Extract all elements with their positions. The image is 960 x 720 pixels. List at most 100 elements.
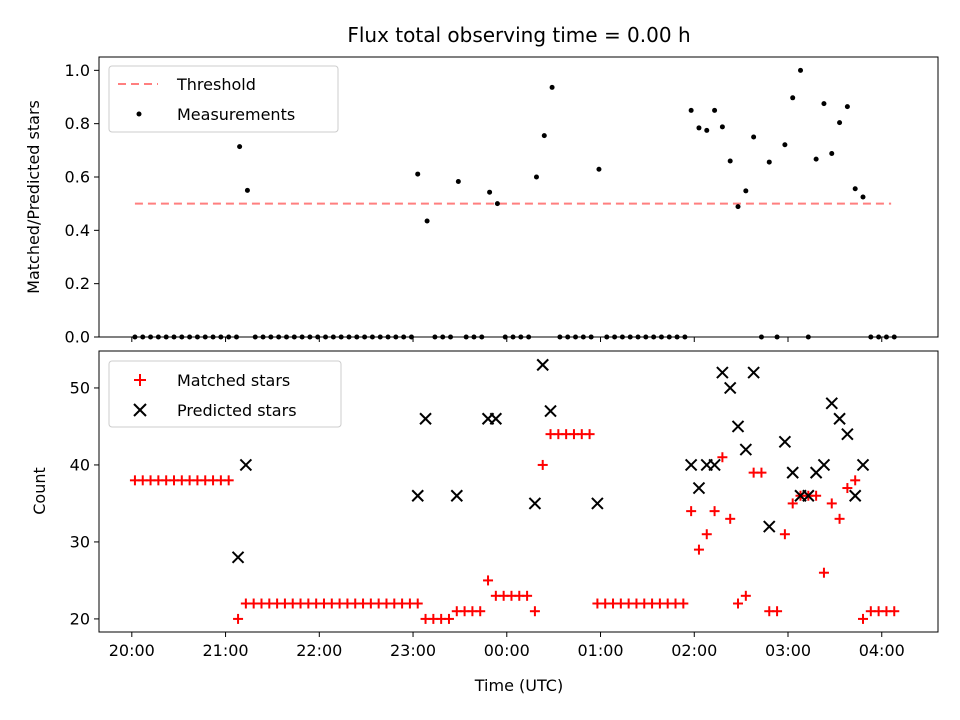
bottom-y-tick-label: 40: [70, 455, 90, 474]
matched-point: [756, 467, 767, 478]
matched-point: [834, 513, 845, 524]
measurement-point: [533, 174, 539, 180]
predicted-point: [817, 458, 831, 472]
predicted-point: [763, 520, 776, 533]
matched-point: [779, 529, 790, 540]
predicted-point: [802, 489, 815, 502]
matched-point: [858, 613, 869, 624]
top-y-tick-label: 0.8: [65, 114, 90, 133]
predicted-point: [411, 489, 424, 502]
top-chart-title: Flux total observing time = 0.00 h: [347, 23, 690, 47]
matched-point: [842, 483, 853, 494]
predicted-point: [747, 366, 760, 379]
predicted-point: [856, 458, 870, 472]
legend-threshold-label: Threshold: [176, 75, 256, 94]
bottom-legend: Matched stars Predicted stars: [108, 360, 342, 428]
predicted-point: [778, 435, 792, 449]
matched-point: [889, 606, 900, 617]
measurement-point: [844, 104, 850, 110]
matched-point: [475, 606, 486, 617]
predicted-point: [841, 427, 854, 441]
predicted-point: [231, 551, 245, 564]
predicted-point: [528, 497, 542, 510]
bottom-y-tick-label: 30: [70, 532, 90, 551]
measurement-point: [735, 204, 741, 210]
matched-point: [850, 475, 861, 486]
x-tick-label: 04:00: [859, 641, 905, 660]
matched-point: [233, 613, 244, 624]
x-tick-label: 03:00: [765, 641, 811, 660]
legend-predicted-label: Predicted stars: [177, 401, 297, 420]
bottom-axes-frame: [98, 350, 939, 633]
measurement-point: [719, 124, 725, 130]
matched-point: [772, 606, 783, 617]
x-tick-label: 21:00: [202, 641, 248, 660]
matched-point: [709, 506, 720, 517]
predicted-point: [684, 458, 698, 472]
measurement-point: [712, 107, 718, 113]
legend-matched-swatch: [134, 374, 146, 386]
predicted-point: [716, 366, 729, 379]
matched-point: [826, 498, 837, 509]
measurement-point: [487, 189, 493, 195]
top-y-tick-label: 0.4: [65, 221, 90, 240]
x-tick-label: 01:00: [577, 641, 623, 660]
matched-point: [678, 598, 689, 609]
matched-point: [693, 544, 704, 555]
measurement-point: [688, 107, 694, 113]
predicted-point: [833, 412, 846, 425]
top-y-tick-label: 0.6: [65, 168, 90, 187]
predicted-point: [536, 358, 549, 372]
measurement-point: [751, 134, 757, 140]
matched-point: [701, 529, 712, 540]
matched-point: [223, 475, 234, 486]
measurement-point: [237, 144, 243, 150]
top-axes-frame: [98, 56, 939, 338]
measurement-point: [727, 158, 733, 164]
measurement-point: [424, 218, 430, 224]
predicted-point: [419, 412, 432, 425]
x-tick-label: 00:00: [484, 641, 530, 660]
predicted-point: [731, 420, 745, 433]
legend-matched-label: Matched stars: [177, 371, 290, 390]
predicted-point: [739, 443, 753, 456]
predicted-point: [544, 404, 557, 418]
measurement-point: [798, 67, 804, 73]
predicted-point: [848, 489, 862, 502]
predicted-point: [450, 489, 463, 502]
x-axis-label: Time (UTC): [474, 676, 563, 695]
matched-point: [443, 613, 454, 624]
matched-point: [483, 575, 494, 586]
measurement-point: [596, 166, 602, 172]
measurement-point: [244, 187, 250, 193]
top-plot-area: 0.0 0.2 0.4 0.6 0.8 1.0: [65, 56, 939, 347]
matched-point: [412, 598, 423, 609]
legend-predicted-swatch: [133, 403, 147, 417]
measurement-point: [415, 171, 421, 177]
predicted-point: [708, 458, 721, 472]
measurement-point: [549, 84, 555, 90]
matched-point: [740, 590, 751, 601]
matched-point: [717, 452, 728, 463]
predicted-point: [692, 481, 706, 495]
x-tick-label: 23:00: [390, 641, 436, 660]
top-y-tick-label: 0.2: [65, 274, 90, 293]
measurement-point: [860, 194, 866, 200]
measurement-point: [743, 188, 749, 194]
predicted-point: [239, 458, 253, 472]
bottom-y-tick-label: 50: [70, 378, 90, 397]
measurement-point: [829, 151, 835, 157]
measurement-point: [790, 95, 796, 101]
top-legend: Threshold Measurements: [108, 65, 339, 133]
bottom-y-axis-label: Count: [30, 467, 49, 515]
matched-point: [811, 490, 822, 501]
predicted-point: [591, 497, 604, 510]
measurement-point: [541, 133, 547, 139]
bottom-y-tick-label: 20: [70, 609, 90, 628]
matched-point: [733, 598, 744, 609]
matched-point: [787, 498, 798, 509]
matched-point: [537, 459, 548, 470]
top-y-axis-label: Matched/Predicted stars: [24, 100, 43, 294]
x-tick-label: 02:00: [671, 641, 717, 660]
